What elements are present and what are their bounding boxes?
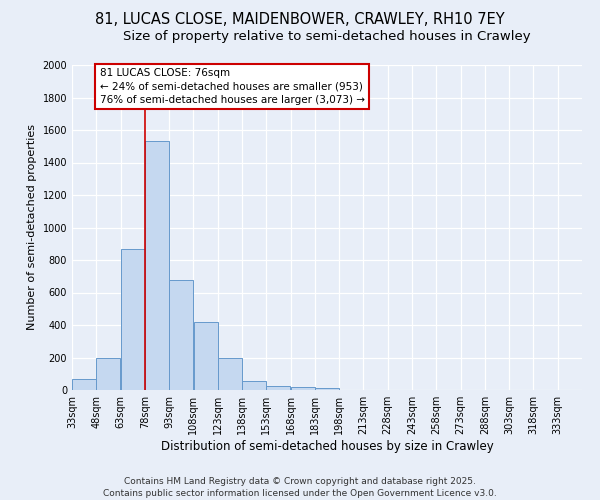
- X-axis label: Distribution of semi-detached houses by size in Crawley: Distribution of semi-detached houses by …: [161, 440, 493, 453]
- Bar: [266, 386, 290, 390]
- Bar: [242, 381, 266, 390]
- Bar: [194, 322, 218, 390]
- Bar: [290, 387, 315, 390]
- Bar: [315, 388, 339, 390]
- Text: 81 LUCAS CLOSE: 76sqm
← 24% of semi-detached houses are smaller (953)
76% of sem: 81 LUCAS CLOSE: 76sqm ← 24% of semi-deta…: [100, 68, 365, 104]
- Text: Contains HM Land Registry data © Crown copyright and database right 2025.
Contai: Contains HM Land Registry data © Crown c…: [103, 476, 497, 498]
- Text: 81, LUCAS CLOSE, MAIDENBOWER, CRAWLEY, RH10 7EY: 81, LUCAS CLOSE, MAIDENBOWER, CRAWLEY, R…: [95, 12, 505, 28]
- Bar: [145, 142, 169, 390]
- Bar: [218, 358, 242, 390]
- Bar: [121, 248, 145, 390]
- Bar: [169, 280, 193, 390]
- Y-axis label: Number of semi-detached properties: Number of semi-detached properties: [27, 124, 37, 330]
- Title: Size of property relative to semi-detached houses in Crawley: Size of property relative to semi-detach…: [123, 30, 531, 43]
- Bar: [97, 358, 121, 390]
- Bar: [72, 380, 96, 390]
